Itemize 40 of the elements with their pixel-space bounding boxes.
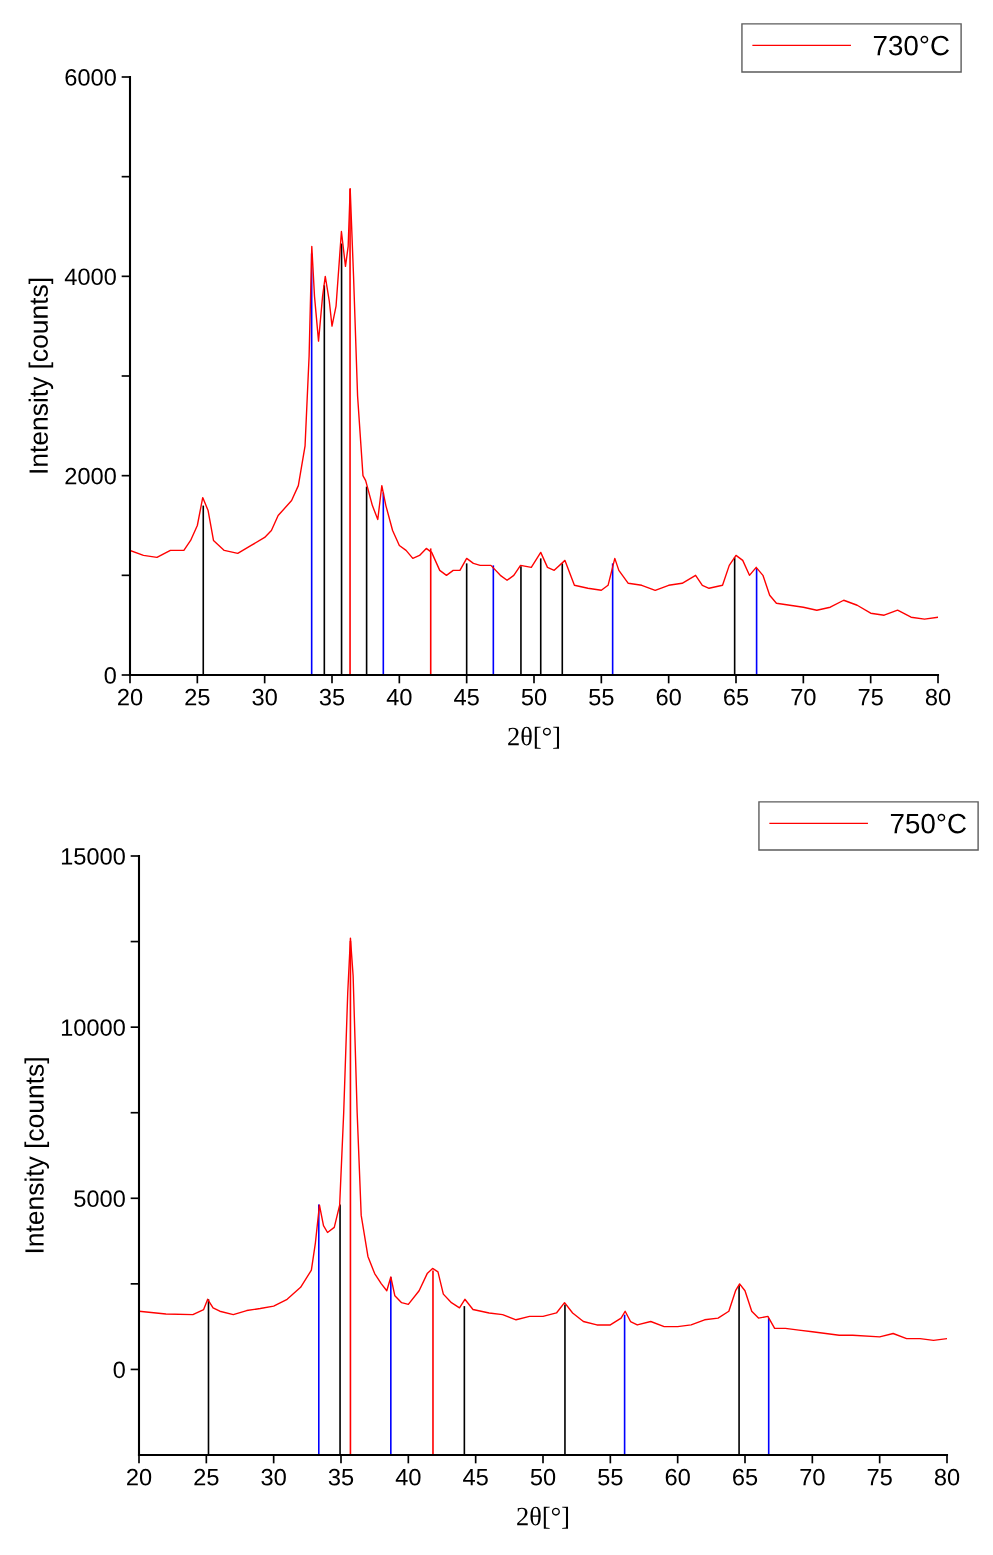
x-tick-label: 30: [261, 1468, 286, 1486]
x-tick-label: 20: [118, 688, 143, 706]
x-tick-label: 65: [724, 688, 749, 706]
y-tick-label: 0: [104, 667, 116, 684]
x-tick-label: 65: [733, 1468, 758, 1486]
x-tick-label: 75: [867, 1469, 892, 1486]
x-tick-label: 30: [252, 688, 277, 706]
y-tick-label: 4000: [64, 268, 116, 286]
y-axis-title: Intensity [counts]: [24, 1058, 50, 1253]
x-tick-label: 55: [589, 689, 614, 706]
y-tick-label: 5000: [74, 1190, 125, 1208]
x-tick-label: 60: [665, 1468, 690, 1486]
x-tick-label: 40: [386, 688, 412, 706]
legend-label: 730°C: [873, 35, 949, 56]
legend-label: 750°C: [890, 813, 966, 834]
x-tick-label: 35: [319, 688, 345, 706]
x-tick-label: 40: [395, 1468, 421, 1486]
x-axis-title: 2θ[°]: [517, 1506, 569, 1529]
x-tick-label: 70: [800, 1468, 825, 1486]
x-tick-label: 80: [925, 688, 951, 706]
x-tick-label: 25: [185, 688, 210, 706]
y-tick-label: 0: [113, 1361, 125, 1379]
x-tick-label: 35: [328, 1468, 354, 1486]
y-tick-label: 15000: [61, 848, 125, 865]
y-tick-label: 2000: [65, 467, 116, 485]
x-tick-label: 45: [454, 689, 479, 706]
y-tick-label: 6000: [65, 69, 116, 86]
x-tick-label: 50: [530, 1468, 556, 1486]
x-tick-label: 60: [656, 688, 681, 706]
x-tick-label: 70: [791, 688, 816, 706]
x-tick-label: 80: [934, 1468, 960, 1486]
x-tick-label: 75: [858, 689, 883, 706]
y-tick-label: 10000: [61, 1019, 125, 1036]
x-tick-label: 20: [127, 1468, 152, 1486]
x-tick-label: 25: [194, 1468, 219, 1486]
x-tick-label: 55: [598, 1469, 623, 1486]
x-tick-label: 50: [521, 688, 547, 706]
x-axis-title: 2θ[°]: [508, 726, 560, 749]
x-tick-label: 45: [463, 1469, 488, 1486]
y-axis-title: Intensity [counts]: [28, 278, 54, 473]
